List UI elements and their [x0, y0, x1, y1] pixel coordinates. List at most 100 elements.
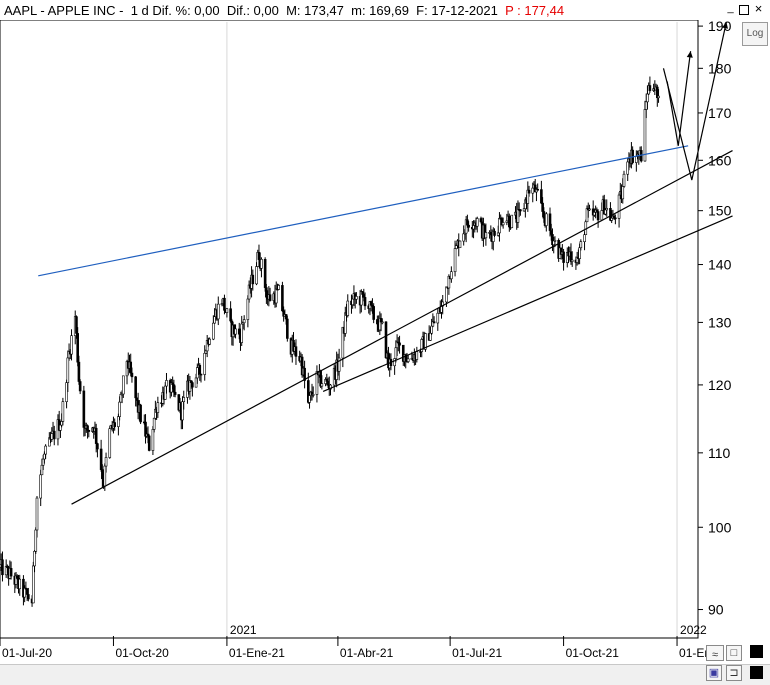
candle-body: [588, 208, 591, 211]
candle-body: [27, 594, 30, 600]
candle-body: [31, 565, 35, 604]
candle-body: [9, 568, 13, 577]
candle-body: [204, 350, 208, 354]
projection-right[interactable]: [662, 21, 727, 181]
x-tick-label: 01-Jul-20: [2, 646, 52, 660]
period: 1 d: [130, 3, 149, 18]
candle-body: [163, 385, 167, 400]
trendline-lower-support-1[interactable]: [71, 150, 733, 505]
candle-body: [216, 303, 220, 320]
candle-body: [251, 274, 255, 285]
candle-body: [643, 109, 647, 162]
candle-body: [536, 188, 539, 191]
candle-body: [151, 429, 155, 451]
maximize-button[interactable]: [739, 5, 749, 15]
candle-body: [326, 381, 330, 386]
candle-body: [600, 210, 604, 221]
candle-body: [108, 428, 112, 458]
candle-body: [303, 367, 306, 381]
candle-body: [484, 232, 488, 239]
candle-body: [152, 417, 156, 430]
candle-body: [237, 328, 241, 335]
candle-body: [34, 529, 38, 552]
candle-body: [436, 312, 440, 324]
symbol: AAPL: [4, 3, 37, 18]
candle-body: [208, 338, 211, 345]
candle-body: [286, 318, 289, 339]
candle-body: [212, 322, 215, 340]
company-name: APPLE INC: [47, 3, 116, 18]
candle-body: [147, 435, 151, 451]
candle-body: [553, 239, 557, 242]
y-tick-label: 140: [708, 257, 732, 273]
projection-left[interactable]: [666, 51, 692, 146]
candle-body: [225, 308, 229, 313]
trendline-lower-support-2[interactable]: [322, 215, 733, 392]
candle-body: [119, 393, 123, 403]
candle-body: [361, 291, 364, 295]
candle-body: [346, 300, 350, 316]
candle-body: [35, 497, 39, 531]
stats: Dif. %: 0,00 Dif.: 0,00 M: 173,47 m: 169…: [152, 3, 498, 18]
x-tick-label: 01-Oct-21: [566, 646, 620, 660]
scroll-icon[interactable]: ≈: [706, 645, 724, 661]
candle-body: [432, 321, 436, 324]
candle-body: [122, 375, 125, 395]
candle-body: [498, 217, 501, 234]
candle-body: [257, 252, 261, 260]
trendlines[interactable]: [38, 21, 733, 505]
candle-body: [311, 394, 315, 396]
candle-body: [522, 208, 526, 212]
candle-body: [562, 251, 565, 263]
candle-body: [25, 588, 29, 595]
candle-body: [540, 189, 543, 204]
candle-body: [496, 232, 500, 236]
projection-right-arrowhead: [722, 22, 728, 29]
candle-body: [199, 373, 203, 376]
candle-body: [281, 285, 284, 312]
candle-body: [33, 551, 36, 567]
candle-body: [394, 347, 398, 359]
candle-body: [274, 288, 278, 304]
candle-body: [268, 294, 272, 301]
candle-body: [337, 357, 341, 372]
candle-body: [104, 457, 108, 467]
candle-body: [635, 156, 638, 163]
candle-body: [646, 93, 649, 103]
toggle-icon[interactable]: □: [726, 645, 742, 661]
candle-body: [372, 306, 375, 320]
x-tick-label: 01-Oct-20: [115, 646, 169, 660]
log-scale-button[interactable]: Log: [742, 22, 768, 46]
candle-body: [622, 173, 626, 187]
candle-body: [191, 382, 194, 388]
candle-body: [130, 372, 134, 378]
color-swatch-2[interactable]: [750, 666, 763, 679]
candle-body: [614, 217, 617, 220]
candle-body: [39, 474, 42, 499]
candle-body: [415, 351, 419, 360]
save-icon[interactable]: ▣: [706, 665, 722, 681]
minimize-button[interactable]: _: [727, 2, 734, 14]
candle-body: [475, 218, 479, 227]
candle-body: [467, 224, 470, 228]
title-text: AAPL - APPLE INC - 1 d Dif. %: 0,00 Dif.…: [4, 3, 565, 18]
close-button[interactable]: ×: [754, 1, 763, 16]
candle-body: [77, 361, 81, 382]
candle-body: [626, 161, 630, 175]
y-tick-label: 120: [708, 377, 732, 393]
candle-body: [445, 286, 448, 303]
candle-body: [52, 430, 56, 440]
split-icon[interactable]: ⊐: [726, 665, 742, 681]
year-markers: [226, 22, 678, 636]
color-swatch[interactable]: [750, 645, 763, 658]
y-tick-label: 190: [708, 18, 732, 34]
candle-body: [362, 294, 366, 298]
candle-body: [75, 316, 78, 334]
candle-body: [18, 578, 22, 590]
candle-body: [308, 395, 311, 403]
trendline-upper-resistance[interactable]: [38, 145, 689, 277]
x-tick-label: 01-Ene-21: [229, 646, 285, 660]
candle-body: [196, 367, 199, 379]
candle-body: [648, 85, 652, 91]
